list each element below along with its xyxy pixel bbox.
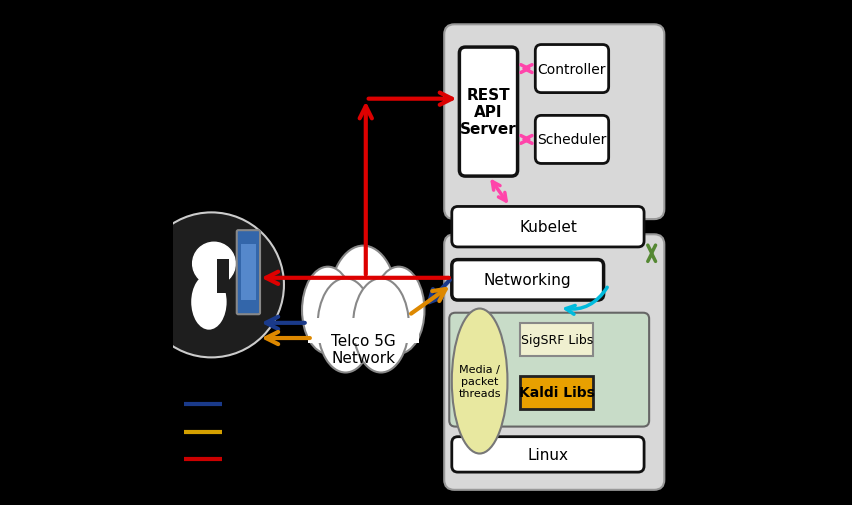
Text: Kubelet: Kubelet — [518, 220, 576, 235]
FancyBboxPatch shape — [444, 235, 664, 490]
FancyBboxPatch shape — [520, 376, 593, 409]
Ellipse shape — [317, 279, 373, 373]
FancyBboxPatch shape — [308, 318, 418, 343]
Bar — [216, 260, 229, 294]
FancyBboxPatch shape — [452, 437, 643, 472]
FancyBboxPatch shape — [452, 207, 643, 247]
FancyBboxPatch shape — [520, 323, 593, 356]
Ellipse shape — [302, 267, 354, 354]
Text: Master: Master — [525, 2, 582, 20]
Text: REST
API
Server: REST API Server — [459, 87, 516, 137]
Ellipse shape — [353, 279, 408, 373]
Ellipse shape — [452, 309, 507, 453]
Ellipse shape — [372, 267, 424, 354]
Bar — [240, 245, 256, 300]
FancyBboxPatch shape — [449, 313, 648, 427]
FancyBboxPatch shape — [444, 25, 664, 220]
Text: Networking: Networking — [483, 273, 571, 288]
FancyBboxPatch shape — [452, 260, 603, 300]
FancyBboxPatch shape — [459, 48, 517, 177]
FancyBboxPatch shape — [237, 231, 260, 315]
Circle shape — [193, 243, 235, 285]
Text: Kaldi Libs: Kaldi Libs — [518, 386, 594, 399]
Text: Media /
packet
threads: Media / packet threads — [458, 365, 500, 398]
Text: Controller: Controller — [537, 63, 606, 76]
Text: Telco 5G
Network: Telco 5G Network — [331, 333, 395, 366]
FancyBboxPatch shape — [535, 116, 608, 164]
Text: SigSRF Libs: SigSRF Libs — [520, 333, 592, 346]
Ellipse shape — [191, 275, 227, 330]
Text: Linux: Linux — [527, 447, 567, 462]
Ellipse shape — [329, 246, 397, 362]
FancyBboxPatch shape — [535, 45, 608, 93]
Circle shape — [139, 213, 284, 358]
Text: Scheduler: Scheduler — [537, 133, 606, 147]
